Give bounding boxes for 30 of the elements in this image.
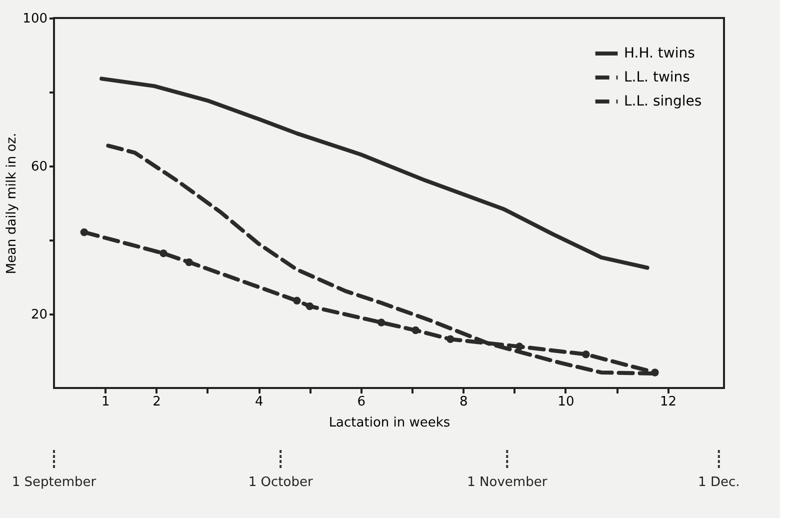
point <box>412 326 420 334</box>
y-tick-label: 20 <box>30 308 48 322</box>
legend-label: L.L. singles <box>624 94 702 110</box>
legend-label: L.L. twins <box>624 70 690 86</box>
point <box>582 350 590 358</box>
point <box>446 335 454 344</box>
point <box>377 318 386 326</box>
point <box>185 258 193 266</box>
y-axis-title: Mean daily milk in oz. <box>4 132 20 274</box>
x-tick-label: 10 <box>558 394 574 410</box>
y-tick-label: 60 <box>30 160 48 174</box>
y-tick-label: 100 <box>22 12 48 26</box>
point <box>160 249 168 258</box>
x-tick-label: 2 <box>152 394 161 410</box>
x-axis-title: Lactation in weeks <box>328 416 450 430</box>
x-tick-label: 6 <box>357 394 366 410</box>
point <box>80 228 88 236</box>
x-tick-label: 4 <box>254 394 264 410</box>
ref-line-label: 1 November <box>467 475 548 490</box>
x-tick-label: 12 <box>660 394 677 410</box>
point <box>651 368 659 376</box>
ref-line-label: 1 Dec. <box>698 475 740 490</box>
x-tick-label: 1 <box>102 394 110 410</box>
ref-line-label: 1 September <box>12 475 97 490</box>
ref-line-label: 1 October <box>248 475 314 490</box>
x-tick-label: 8 <box>460 394 468 410</box>
point <box>516 342 524 350</box>
point <box>306 302 314 310</box>
point <box>293 296 301 305</box>
legend-label: H.H. twins <box>624 46 695 62</box>
